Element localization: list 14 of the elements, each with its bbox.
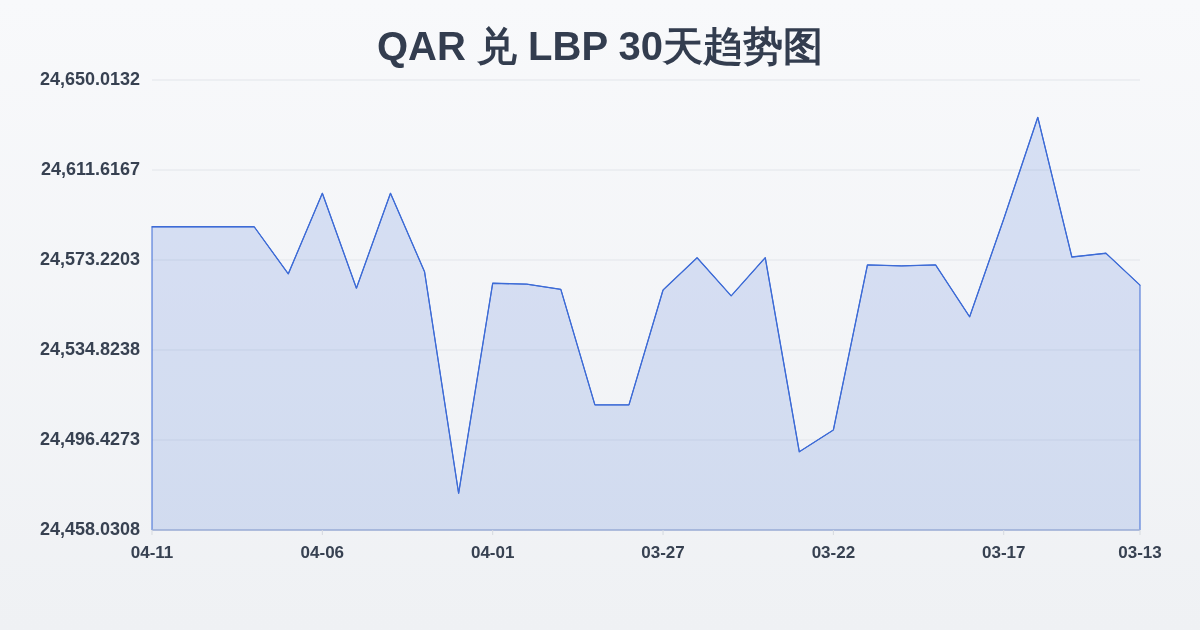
- x-tick-label: 04-11: [130, 543, 174, 562]
- x-tick-label: 03-27: [641, 543, 685, 562]
- y-tick-label: 24,650.0132: [39, 68, 140, 89]
- y-tick-label: 24,573.2203: [39, 248, 140, 269]
- x-tick-label: 03-17: [981, 543, 1026, 562]
- chart-title: QAR 兑 LBP 30天趋势图: [377, 24, 823, 68]
- y-tick-label: 24,611.6167: [40, 158, 140, 179]
- y-tick-label: 24,458.0308: [39, 518, 140, 539]
- y-tick-label: 24,496.4273: [39, 428, 140, 449]
- x-tick-label: 03-22: [811, 543, 856, 562]
- x-tick-label: 03-13: [1118, 543, 1162, 562]
- y-tick-label: 24,534.8238: [39, 338, 140, 359]
- x-tick-label: 04-01: [470, 543, 515, 562]
- x-tick-label: 04-06: [300, 543, 345, 562]
